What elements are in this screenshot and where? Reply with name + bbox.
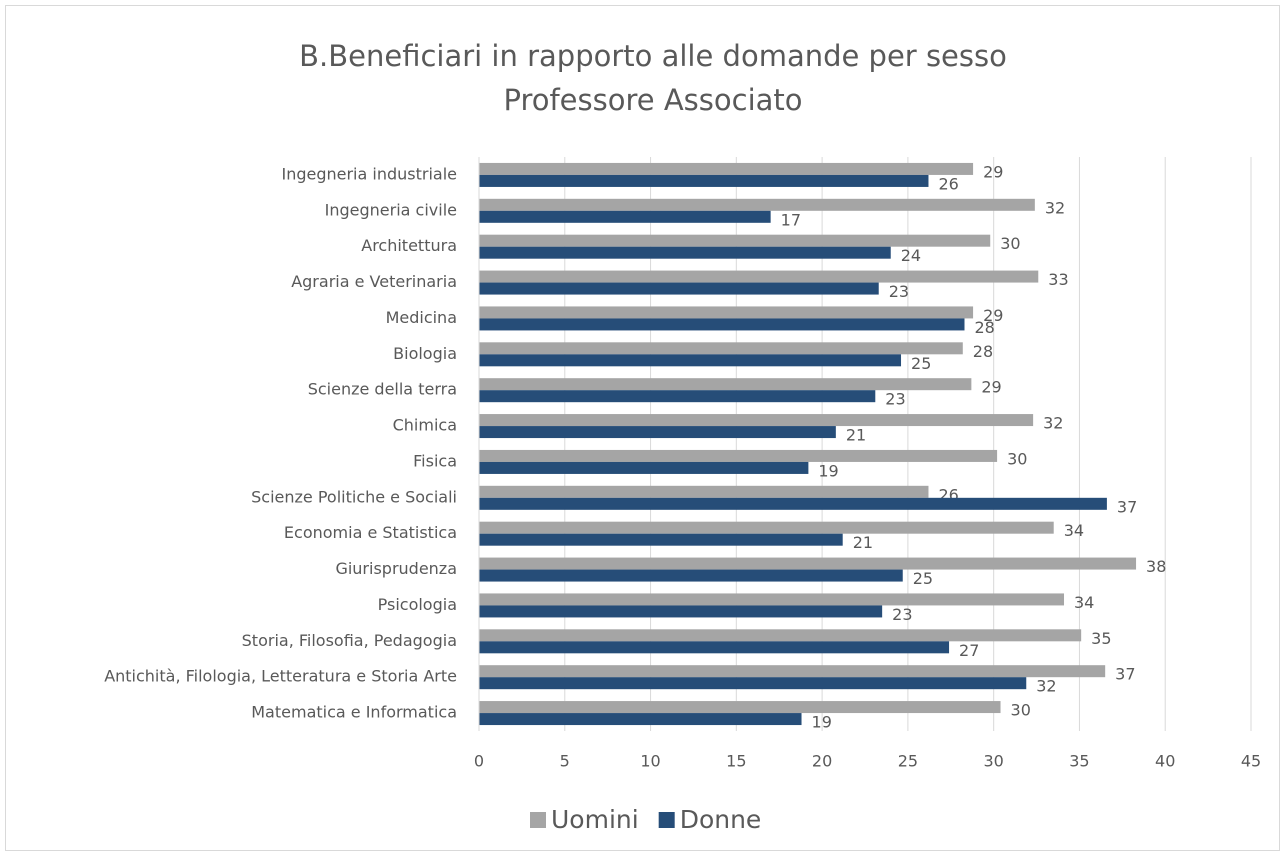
data-label: 29 — [983, 306, 1003, 325]
x-tick-label: 20 — [812, 752, 832, 771]
data-label: 32 — [1036, 677, 1056, 696]
bar — [479, 641, 950, 654]
bar — [479, 318, 965, 331]
chart-subtitle: Professore Associato — [503, 83, 802, 117]
bar — [479, 282, 879, 295]
bar — [479, 557, 1137, 570]
data-label: 23 — [885, 390, 905, 409]
data-label: 26 — [938, 174, 958, 193]
data-label: 35 — [1091, 629, 1111, 648]
bar — [479, 378, 972, 391]
bar — [479, 306, 974, 319]
data-label: 25 — [911, 354, 931, 373]
bar — [479, 521, 1054, 534]
x-tick-label: 45 — [1241, 752, 1261, 771]
data-label: 23 — [892, 605, 912, 624]
legend-swatch — [530, 812, 546, 828]
bar — [479, 354, 902, 367]
data-label: 21 — [846, 426, 866, 445]
y-tick-label: Storia, Filosofia, Pedagogia — [242, 631, 457, 650]
y-tick-label: Chimica — [393, 416, 457, 435]
x-tick-label: 25 — [898, 752, 918, 771]
bar — [479, 234, 991, 247]
x-tick-label: 40 — [1155, 752, 1175, 771]
y-tick-label: Economia e Statistica — [284, 523, 457, 542]
legend-label: Donne — [680, 805, 762, 834]
y-tick-label: Agraria e Veterinaria — [291, 272, 457, 291]
y-tick-label: Scienze Politiche e Sociali — [251, 487, 457, 506]
data-label: 19 — [812, 713, 832, 732]
legend-label: Uomini — [551, 805, 639, 834]
x-tick-label: 35 — [1069, 752, 1089, 771]
data-label: 37 — [1115, 665, 1135, 684]
y-tick-label: Matematica e Informatica — [251, 703, 457, 722]
data-label: 30 — [1000, 234, 1020, 253]
bar — [479, 162, 974, 175]
bar — [479, 210, 771, 223]
bar — [479, 701, 1001, 714]
bar — [479, 461, 809, 474]
y-tick-label: Psicologia — [378, 595, 457, 614]
bar — [479, 246, 891, 259]
data-label: 21 — [853, 533, 873, 552]
bar — [479, 342, 963, 355]
y-tick-label: Scienze della terra — [308, 380, 457, 399]
y-tick-label: Medicina — [386, 308, 457, 327]
bar — [479, 414, 1034, 427]
x-tick-label: 0 — [474, 752, 484, 771]
data-label: 33 — [1048, 270, 1068, 289]
data-label: 29 — [983, 162, 1003, 181]
data-label: 30 — [1007, 449, 1027, 468]
y-tick-label: Biologia — [393, 344, 457, 363]
y-tick-label: Architettura — [361, 236, 457, 255]
bar — [479, 533, 843, 546]
bar — [479, 713, 802, 726]
bar — [479, 390, 876, 403]
x-tick-label: 10 — [640, 752, 660, 771]
bar — [479, 270, 1039, 283]
data-label: 28 — [975, 318, 995, 337]
data-label: 17 — [781, 210, 801, 229]
y-tick-label: Fisica — [413, 451, 457, 470]
bar — [479, 449, 998, 462]
data-label: 25 — [913, 569, 933, 588]
data-label: 38 — [1146, 557, 1166, 576]
x-tick-label: 30 — [983, 752, 1003, 771]
y-tick-label: Ingegneria industriale — [281, 164, 457, 183]
y-tick-label: Ingegneria civile — [325, 200, 457, 219]
bar — [479, 593, 1065, 606]
data-label: 30 — [1011, 701, 1031, 720]
data-label: 29 — [981, 378, 1001, 397]
bar — [479, 629, 1082, 642]
legend-swatch — [658, 812, 675, 828]
data-label: 24 — [901, 246, 921, 265]
data-label: 37 — [1117, 497, 1137, 516]
bar — [479, 665, 1106, 678]
data-label: 32 — [1045, 198, 1065, 217]
y-tick-label: Antichità, Filologia, Letteratura e Stor… — [104, 667, 457, 686]
bar — [479, 497, 1107, 510]
bar — [479, 174, 929, 187]
data-label: 34 — [1074, 593, 1094, 612]
x-tick-label: 5 — [560, 752, 570, 771]
bar — [479, 605, 883, 618]
data-label: 27 — [959, 641, 979, 660]
x-tick-label: 15 — [726, 752, 746, 771]
data-label: 23 — [889, 282, 909, 301]
y-tick-label: Giurisprudenza — [335, 559, 457, 578]
chart-title: B.Beneficiari in rapporto alle domande p… — [299, 39, 1007, 73]
data-label: 32 — [1043, 414, 1063, 433]
bar — [479, 485, 929, 498]
bar — [479, 569, 903, 582]
data-label: 19 — [818, 461, 838, 480]
data-label: 34 — [1064, 521, 1084, 540]
bar — [479, 198, 1035, 211]
data-label: 28 — [973, 342, 993, 361]
bar — [479, 677, 1027, 690]
bar — [479, 426, 836, 439]
